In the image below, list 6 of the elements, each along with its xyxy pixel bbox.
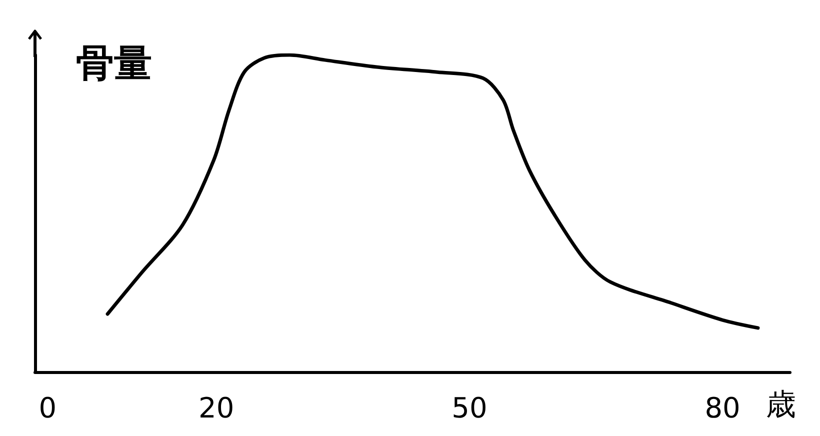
x-axis-title: 歳	[766, 388, 796, 422]
x-tick-label: 20	[198, 392, 234, 424]
x-tick-label: 50	[452, 392, 488, 424]
x-tick-label: 80	[704, 392, 740, 424]
x-tick-label: 0	[38, 392, 57, 424]
y-axis-title: 骨量	[76, 41, 152, 85]
